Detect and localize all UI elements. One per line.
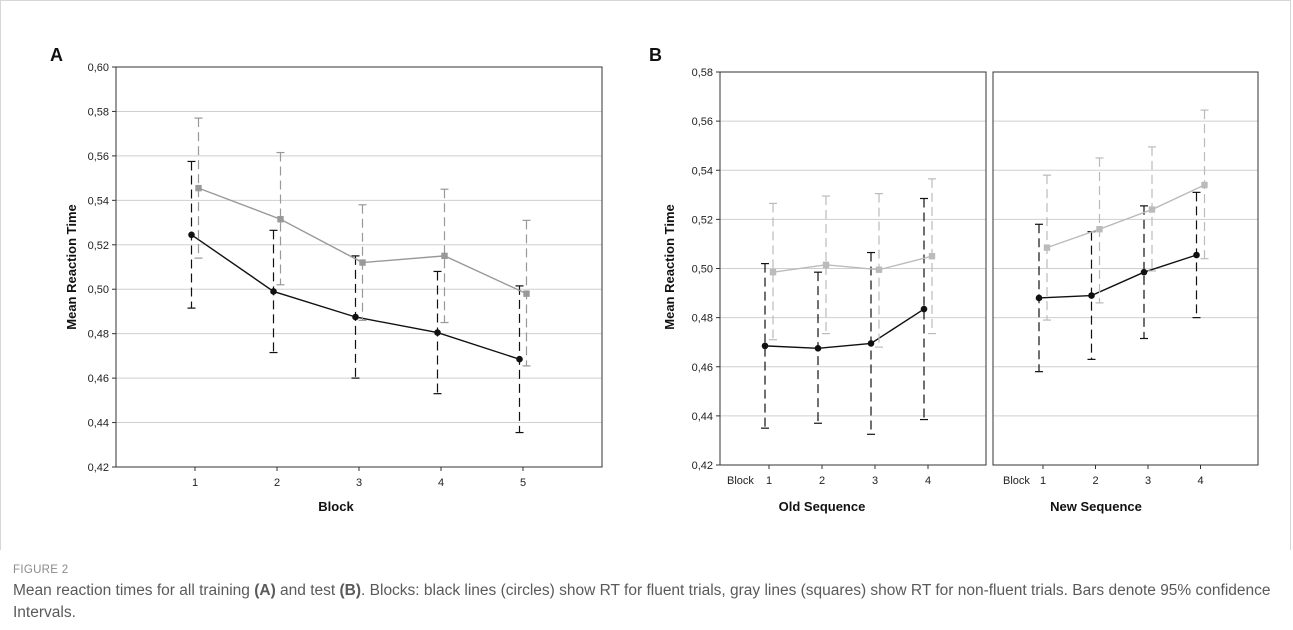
x-tick-label: 5 [520, 477, 526, 489]
figure-label: FIGURE 2 [13, 564, 69, 576]
panel-label-b: B [649, 45, 662, 65]
x-axis-word: Block [727, 475, 754, 487]
data-point-square [1201, 181, 1208, 189]
y-axis-label: Mean Reaction Time [64, 204, 79, 329]
y-tick-label: 0,50 [692, 264, 713, 276]
series-line [1046, 184, 1205, 249]
data-point-circle [1193, 251, 1200, 259]
facet-title: New Sequence [1050, 499, 1142, 514]
data-point-square [822, 261, 830, 269]
caption-ref-a: (A) [254, 582, 276, 599]
x-axis-word: Block [1003, 475, 1030, 487]
data-point-square [1043, 244, 1051, 251]
plot-frame [992, 71, 1259, 466]
x-tick-label: 4 [925, 475, 931, 487]
data-point-circle [434, 329, 441, 336]
x-axis-label: Block [318, 499, 354, 514]
y-tick-label: 0,54 [692, 165, 713, 177]
plot-frame [115, 66, 603, 468]
data-point-circle [814, 345, 822, 352]
caption-text: Mean reaction times for all training (A)… [13, 580, 1278, 624]
x-tick-label: 3 [356, 477, 362, 489]
y-tick-label: 0,50 [88, 284, 109, 296]
x-tick-label: 1 [192, 477, 198, 489]
data-point-circle [188, 231, 195, 239]
x-tick-label: 4 [1197, 475, 1203, 487]
data-point-square [195, 184, 202, 192]
figure-frame [0, 0, 1291, 550]
data-point-square [277, 216, 284, 223]
y-tick-label: 0,42 [88, 462, 109, 474]
y-tick-label: 0,58 [692, 67, 713, 79]
data-point-circle [920, 305, 928, 313]
figure-caption: FIGURE 2 Mean reaction times for all tra… [13, 564, 1278, 624]
y-tick-label: 0,52 [88, 240, 109, 252]
data-point-square [1096, 226, 1103, 233]
facet-new-sequence: 1 2 3 4 Block New Sequence [992, 71, 1259, 514]
data-point-circle [1088, 292, 1095, 299]
y-tick-label: 0,46 [692, 362, 713, 374]
y-tick-label: 0,54 [88, 195, 109, 207]
plot-frame [719, 71, 987, 466]
x-tick-label: 4 [438, 477, 444, 489]
y-tick-label: 0,56 [88, 151, 109, 163]
data-point-circle [270, 288, 277, 295]
y-tick-label: 0,52 [692, 214, 713, 226]
x-tick-label: 2 [274, 477, 280, 489]
panel-label-a: A [50, 45, 63, 65]
data-point-square [928, 253, 936, 260]
y-tick-label: 0,42 [692, 460, 713, 472]
data-point-circle [761, 342, 769, 350]
data-point-circle [352, 313, 359, 321]
x-tick-label: 2 [819, 475, 825, 487]
x-tick-label: 3 [1145, 475, 1151, 487]
series-line [764, 308, 925, 350]
caption-part1: Mean reaction times for all training [13, 582, 255, 599]
x-tick-label: 3 [872, 475, 878, 487]
y-tick-label: 0,48 [692, 313, 713, 325]
x-tick-label: 2 [1092, 475, 1098, 487]
y-tick-label: 0,46 [88, 373, 109, 385]
y-axis-label: Mean Reaction Time [662, 204, 677, 329]
data-point-square [1148, 206, 1156, 213]
facet-old-sequence: 0,42 0,44 0,46 0,48 0,50 0,52 0,54 0,56 0,58 1 2 3 4… [692, 67, 987, 514]
data-point-circle [1035, 294, 1043, 302]
data-point-square [441, 252, 448, 260]
x-tick-label: 1 [766, 475, 772, 487]
y-tick-label: 0,48 [88, 329, 109, 341]
series-line [1038, 254, 1197, 299]
y-tick-label: 0,56 [692, 116, 713, 128]
figure-svg: A 0,42 0,44 0,46 0,48 0,50 0,52 0,54 0,56 0,58 0,6… [50, 45, 1259, 514]
data-point-circle [867, 340, 875, 347]
data-point-square [359, 259, 366, 266]
caption-ref-b: (B) [339, 582, 362, 599]
facet-title: Old Sequence [779, 499, 866, 514]
data-point-square [769, 268, 777, 276]
data-point-square [875, 266, 883, 273]
y-tick-label: 0,44 [88, 418, 109, 430]
data-point-circle [1140, 268, 1148, 276]
data-point-square [523, 290, 530, 297]
y-tick-label: 0,60 [88, 62, 109, 74]
data-point-circle [516, 355, 523, 363]
y-tick-label: 0,58 [88, 106, 109, 118]
x-tick-label: 1 [1040, 475, 1046, 487]
y-tick-label: 0,44 [692, 411, 713, 423]
panel-a: A 0,42 0,44 0,46 0,48 0,50 0,52 0,54 0,56 0,58 0,6… [50, 45, 603, 514]
caption-part3: . Blocks: black lines (circles) show RT … [13, 582, 1271, 621]
caption-part2: and test [275, 582, 340, 599]
series-line [772, 255, 933, 273]
